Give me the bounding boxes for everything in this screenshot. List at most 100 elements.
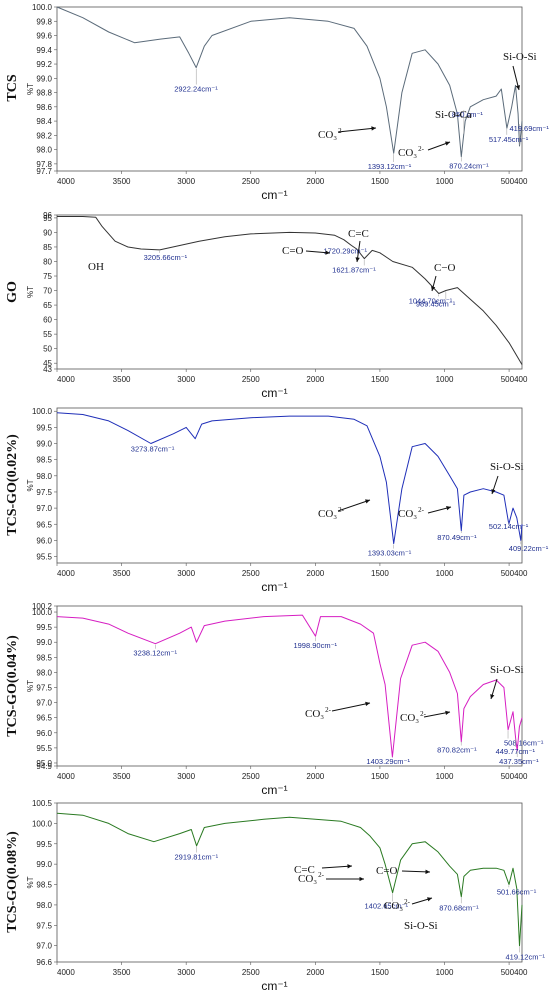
y-tick-label: 97.7 [36,167,52,176]
y-axis-label: %T [26,286,35,298]
annotation-arrowhead [445,141,450,146]
y-tick-label: 70 [43,287,52,296]
group-annotation: CO₃2- [398,145,425,159]
peak-label: 502.14cm⁻¹ [489,522,529,531]
x-tick-label: 1500 [371,569,389,578]
annotation-arrow [401,870,431,873]
y-tick-label: 97.5 [36,488,52,497]
annotation-arrowhead [365,701,370,707]
y-tick-label: 43 [43,365,52,374]
x-tick-label: 3500 [113,968,131,977]
x-tick-label: 3000 [177,772,195,781]
x-tick-label: 1000 [436,177,454,186]
y-axis-label: %T [26,83,35,95]
group-annotation-charge: 2- [404,898,411,906]
spectrum-line [57,216,523,365]
x-tick-label: 1000 [436,375,454,384]
x-tick-label: 2000 [306,968,324,977]
group-annotation: CO₃2- [298,871,325,885]
annotation-arrowhead [371,126,376,131]
y-axis-label: %T [26,479,35,491]
x-tick-label: 4000 [57,772,75,781]
y-tick-label: 98.6 [36,103,52,112]
y-tick-label: 96 [43,211,52,220]
y-tick-label: 98.4 [36,117,52,126]
plot-frame [56,605,523,767]
annotation-arrowhead [347,864,352,869]
x-tick-label: 4000 [57,968,75,977]
y-tick-label: 97.5 [36,684,52,693]
peak-label: 1720.29cm⁻¹ [323,246,367,255]
y-tick-label: 98.0 [36,146,52,155]
group-annotation: C−O [434,262,456,274]
y-tick-label: 98.8 [36,89,52,98]
peak-label: 870.82cm⁻¹ [437,746,477,755]
x-axis-label: cm⁻¹ [261,979,287,990]
y-tick-label: 99.0 [36,638,52,647]
group-annotation: Si-O-Si [490,461,524,473]
x-tick-label: 1000 [436,772,454,781]
y-tick-label: 99.6 [36,32,52,41]
peak-label: 517.45cm⁻¹ [489,135,529,144]
peak-label: 3273.87cm⁻¹ [131,444,175,453]
y-tick-label: 99.5 [36,840,52,849]
y-tick-label: 60 [43,316,52,325]
x-axis-label: cm⁻¹ [261,783,287,797]
x-tick-label: 2000 [306,569,324,578]
y-tick-label: 100.0 [32,819,53,828]
y-tick-label: 98.0 [36,901,52,910]
y-tick-label: 99.4 [36,46,52,55]
x-tick-label: 2500 [242,375,260,384]
group-annotation-charge: 2- [418,145,425,153]
x-tick-label: 1000 [436,569,454,578]
x-tick-label: 4000 [57,569,75,578]
peak-label: 2922.24cm⁻¹ [174,85,218,94]
y-tick-label: 97.0 [36,942,52,951]
peak-label: 501.66cm⁻¹ [497,887,537,896]
x-tick-label: 3500 [113,569,131,578]
y-tick-label: 96.5 [36,520,52,529]
peak-label: 1393.12cm⁻¹ [368,162,412,171]
y-tick-label: 95.5 [36,553,52,562]
x-tick-label: 2000 [306,177,324,186]
annotation-arrowhead [425,869,430,875]
y-tick-label: 65 [43,301,52,310]
annotation-arrowhead [445,710,450,715]
x-tick-label: 2000 [306,375,324,384]
x-tick-label: 3500 [113,375,131,384]
spectrum-line [56,614,523,758]
y-tick-label: 75 [43,272,52,281]
peak-label: 870.49cm⁻¹ [437,533,477,542]
annotation-arrowhead [427,897,432,902]
group-annotation: C=C [348,228,369,240]
x-tick-label: 1000 [436,968,454,977]
x-tick-label: 2000 [306,772,324,781]
peak-label: 409.22cm⁻¹ [509,544,549,553]
peak-label: 870.68cm⁻¹ [439,903,479,912]
group-annotation: Si-O-Si [404,920,438,932]
x-axis-label: cm⁻¹ [261,188,287,202]
ftir-panel-3: 95.5 96.0 96.5 97.0 97.5 98.0 98.5 99.0 99.5 100.… [5,407,549,594]
y-tick-label: 100.2 [32,602,53,611]
group-annotation: CO₃2- [318,127,345,141]
y-tick-label: 96.5 [36,714,52,723]
spectrum-line [56,6,523,158]
x-tick-label: 1500 [371,772,389,781]
group-annotation: CO₃2- [398,506,425,520]
y-tick-label: 90 [43,228,52,237]
panel-title: TCS-GO(0.04%) [5,635,20,737]
peak-label: 1402.65cm⁻¹ [364,901,408,910]
y-tick-label: 80 [43,257,52,266]
plot-frame [56,6,523,172]
y-tick-label: 97.0 [36,699,52,708]
y-tick-label: 98.5 [36,653,52,662]
group-annotation: OH [88,261,104,273]
plot-frame [56,214,523,370]
y-tick-label: 99.8 [36,17,52,26]
y-tick-label: 85 [43,243,52,252]
y-axis-label: %T [26,680,35,692]
group-annotation-charge: 2- [338,127,345,135]
peak-label: 850 cm⁻¹ [452,110,484,119]
